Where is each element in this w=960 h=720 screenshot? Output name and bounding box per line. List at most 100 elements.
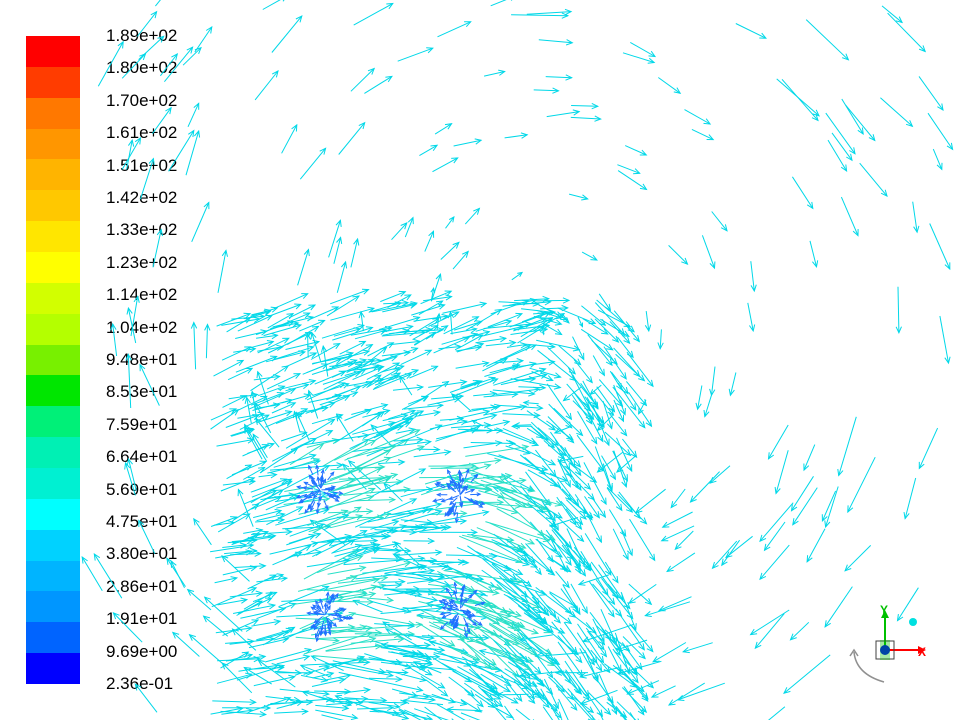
velocity-vector <box>488 623 538 656</box>
velocity-vector <box>237 395 268 411</box>
velocity-vector-head <box>459 379 468 386</box>
velocity-vector <box>840 196 859 236</box>
velocity-vector <box>418 300 443 316</box>
velocity-vector-head <box>592 675 599 683</box>
velocity-vector <box>128 458 137 491</box>
velocity-vector <box>596 386 615 412</box>
velocity-vector-head <box>171 631 180 639</box>
velocity-vector-head <box>315 637 320 643</box>
velocity-vector-head <box>266 340 275 347</box>
velocity-vector <box>588 692 611 715</box>
velocity-vector <box>527 469 557 487</box>
velocity-vector-head <box>446 482 451 488</box>
velocity-vector <box>246 397 252 424</box>
velocity-vector <box>750 609 790 636</box>
velocity-vector-head <box>258 466 266 474</box>
velocity-vector <box>525 471 551 506</box>
velocity-vector-head <box>368 636 377 643</box>
legend-color-band <box>26 190 80 222</box>
velocity-vector-head <box>619 529 627 538</box>
velocity-vector <box>496 508 556 541</box>
legend-value-label: 3.80e+01 <box>106 544 178 564</box>
velocity-vector <box>362 409 390 418</box>
velocity-vector-head <box>304 332 311 340</box>
velocity-vector <box>324 603 327 614</box>
velocity-vector-head <box>313 618 319 624</box>
velocity-vector <box>515 708 531 720</box>
velocity-vector <box>430 655 472 683</box>
velocity-vector <box>531 371 553 381</box>
velocity-vector-head <box>188 633 196 641</box>
velocity-vector-head <box>301 293 309 299</box>
velocity-vector-head <box>598 368 606 377</box>
velocity-vector <box>354 596 393 601</box>
velocity-vector <box>496 404 543 409</box>
velocity-vector-head <box>639 183 648 191</box>
velocity-vector <box>506 656 544 685</box>
velocity-vector-head <box>424 349 433 356</box>
velocity-vector <box>567 366 589 407</box>
velocity-vector <box>517 326 545 344</box>
velocity-vector <box>592 355 605 376</box>
velocity-vector <box>113 612 143 643</box>
velocity-vector <box>535 586 576 618</box>
velocity-vector <box>312 506 362 534</box>
velocity-vector <box>540 499 556 521</box>
velocity-vector <box>450 328 477 335</box>
velocity-vector-head <box>452 241 460 249</box>
velocity-vector <box>409 365 438 379</box>
velocity-vector-head <box>594 115 602 122</box>
velocity-vector <box>447 485 457 493</box>
velocity-vector <box>489 622 532 650</box>
velocity-vector-head <box>464 676 473 683</box>
velocity-vector <box>602 400 613 429</box>
velocity-vector-head <box>503 686 512 693</box>
velocity-vector <box>216 313 251 327</box>
velocity-vector-head <box>395 675 403 683</box>
velocity-vector <box>482 476 535 492</box>
velocity-vector-head <box>414 590 423 597</box>
velocity-vector-head <box>576 669 584 678</box>
velocity-vector-head <box>138 519 145 528</box>
velocity-vector-head <box>315 600 320 605</box>
velocity-vector-head <box>540 326 549 334</box>
velocity-vector-head <box>403 560 412 568</box>
velocity-vector-head <box>243 312 252 319</box>
velocity-vector-head <box>262 414 270 421</box>
velocity-vector <box>383 483 403 502</box>
velocity-vector <box>542 706 554 720</box>
velocity-vector <box>314 690 351 693</box>
velocity-vector-head <box>436 492 442 497</box>
velocity-vector-head <box>509 486 518 494</box>
velocity-vector-head <box>256 370 263 379</box>
velocity-vector <box>601 455 616 480</box>
legend-color-band <box>26 252 80 284</box>
velocity-vector-head <box>322 585 330 592</box>
velocity-vector <box>568 193 588 200</box>
velocity-vector <box>711 211 728 232</box>
velocity-vector <box>312 620 320 628</box>
velocity-vector-head <box>221 555 229 563</box>
velocity-vector <box>551 529 581 567</box>
velocity-vector-head <box>315 464 320 470</box>
velocity-vector <box>505 445 530 454</box>
velocity-vector-head <box>354 506 362 513</box>
velocity-vector <box>191 202 210 242</box>
velocity-vector-head <box>564 463 571 472</box>
velocity-vector-head <box>251 619 260 626</box>
velocity-vector <box>367 342 394 357</box>
velocity-vector <box>470 498 518 514</box>
velocity-vector <box>638 399 647 415</box>
velocity-vector-head <box>529 361 537 368</box>
velocity-vector-head <box>227 520 236 527</box>
velocity-vector-head <box>586 706 595 714</box>
velocity-vector <box>407 645 445 651</box>
velocity-vector <box>344 409 372 421</box>
velocity-vector <box>560 444 581 468</box>
velocity-vector <box>453 590 458 601</box>
velocity-vector-head <box>248 346 257 353</box>
velocity-vector <box>360 311 364 332</box>
velocity-vector-head <box>592 401 599 409</box>
velocity-vector-head <box>711 561 719 570</box>
velocity-vector <box>411 668 445 689</box>
